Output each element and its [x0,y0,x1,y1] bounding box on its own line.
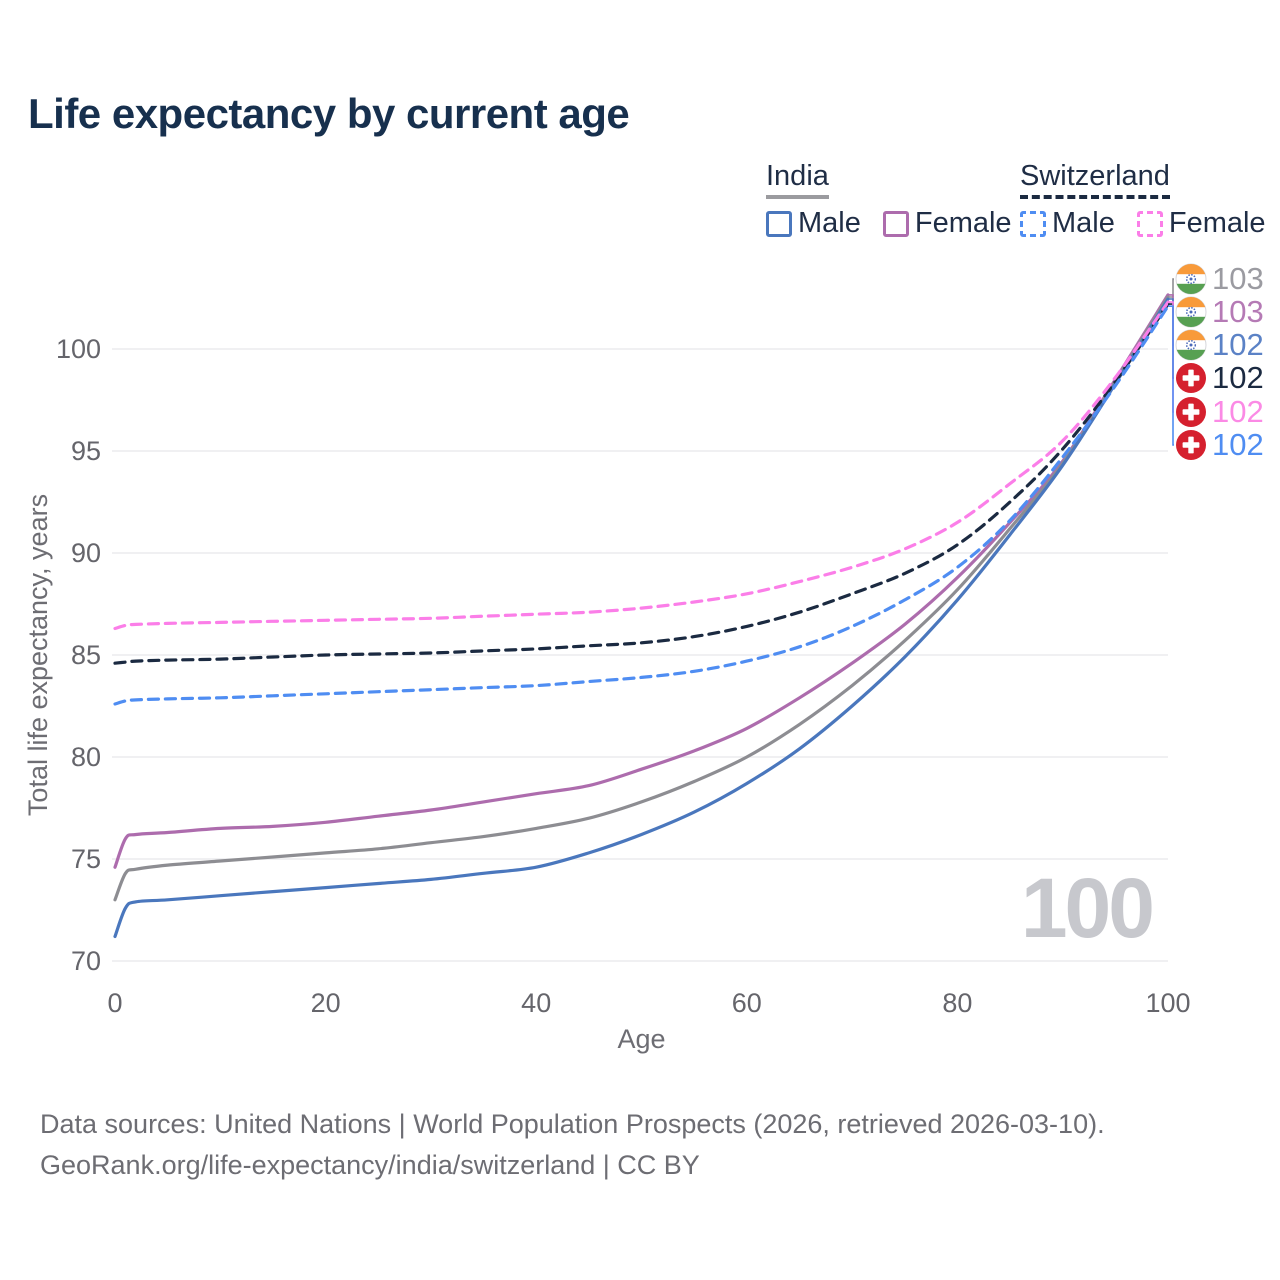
end-value-label-switzerland_female: 102 [1212,394,1264,429]
x-tick-label-60: 60 [732,988,762,1018]
end-value-label-switzerland_total: 102 [1212,360,1264,395]
legend-label: Male [798,207,861,240]
attribution-link-text: GeoRank.org/life-expectancy/india/switze… [40,1150,700,1180]
series-line-india_male[interactable] [113,297,1170,939]
legend-item-india-male[interactable]: Male [766,207,861,240]
x-tick-label-40: 40 [521,988,551,1018]
data-sources-text: Data sources: United Nations | World Pop… [40,1109,1105,1139]
end-label-leader-india_total [1168,278,1174,298]
india-flag-icon [1175,263,1207,295]
switzerland-flag-icon [1176,397,1206,427]
y-tick-label-90: 90 [71,538,101,568]
footer: Data sources: United Nations | World Pop… [40,1104,1105,1186]
end-value-label-india_female: 103 [1212,294,1264,329]
switzerland-flag-icon [1176,363,1206,393]
legend-items-switzerland: Male Female [1020,207,1280,240]
y-tick-label-75: 75 [71,844,101,874]
switzerland-flag-icon [1176,430,1206,460]
india-flag-icon [1175,329,1207,361]
age-counter-watermark: 100 [1020,861,1155,955]
legend-item-switzerland-female[interactable]: Female [1136,207,1266,240]
y-axis-title: Total life expectancy, years [23,494,53,816]
legend-group-india: India Male Female [766,160,1034,240]
series-line-india_female[interactable] [113,293,1170,869]
end-value-label-india_total: 103 [1212,261,1264,296]
end-value-label-switzerland_male: 102 [1212,427,1264,462]
legend-items-india: Male Female [766,207,1034,240]
switzerland-male-swatch-icon[interactable] [1020,210,1046,237]
switzerland-female-swatch-icon[interactable] [1136,210,1163,237]
legend-group-switzerland: Switzerland Male Female [1020,160,1280,240]
end-value-label-india_male: 102 [1212,327,1264,362]
india-flag-icon [1175,296,1207,328]
y-tick-label-95: 95 [71,436,101,466]
series-line-switzerland_female[interactable] [113,300,1170,631]
x-tick-label-0: 0 [107,988,122,1018]
x-axis-title: Age [617,1024,665,1054]
legend-item-switzerland-male[interactable]: Male [1020,207,1115,240]
legend-country-india[interactable]: India [766,160,829,200]
legend-label: Female [914,207,1012,240]
series-line-india_total[interactable] [113,295,1170,902]
page-title: Life expectancy by current age [28,90,630,137]
x-tick-label-100: 100 [1145,988,1190,1018]
y-tick-label-100: 100 [56,334,101,364]
y-tick-label-80: 80 [71,742,101,772]
x-tick-label-80: 80 [942,988,972,1018]
series-line-switzerland_total[interactable] [113,302,1170,665]
y-tick-label-85: 85 [71,640,101,670]
india-female-swatch-icon[interactable] [882,210,909,237]
legend-label: Female [1168,207,1266,240]
y-tick-label-70: 70 [71,946,101,976]
x-tick-label-20: 20 [311,988,341,1018]
end-label-leader-switzerland_male [1168,305,1174,446]
legend-country-switzerland[interactable]: Switzerland [1020,160,1170,200]
legend-label: Male [1052,207,1115,240]
india-male-swatch-icon[interactable] [766,210,792,237]
legend-item-india-female[interactable]: Female [882,207,1012,240]
